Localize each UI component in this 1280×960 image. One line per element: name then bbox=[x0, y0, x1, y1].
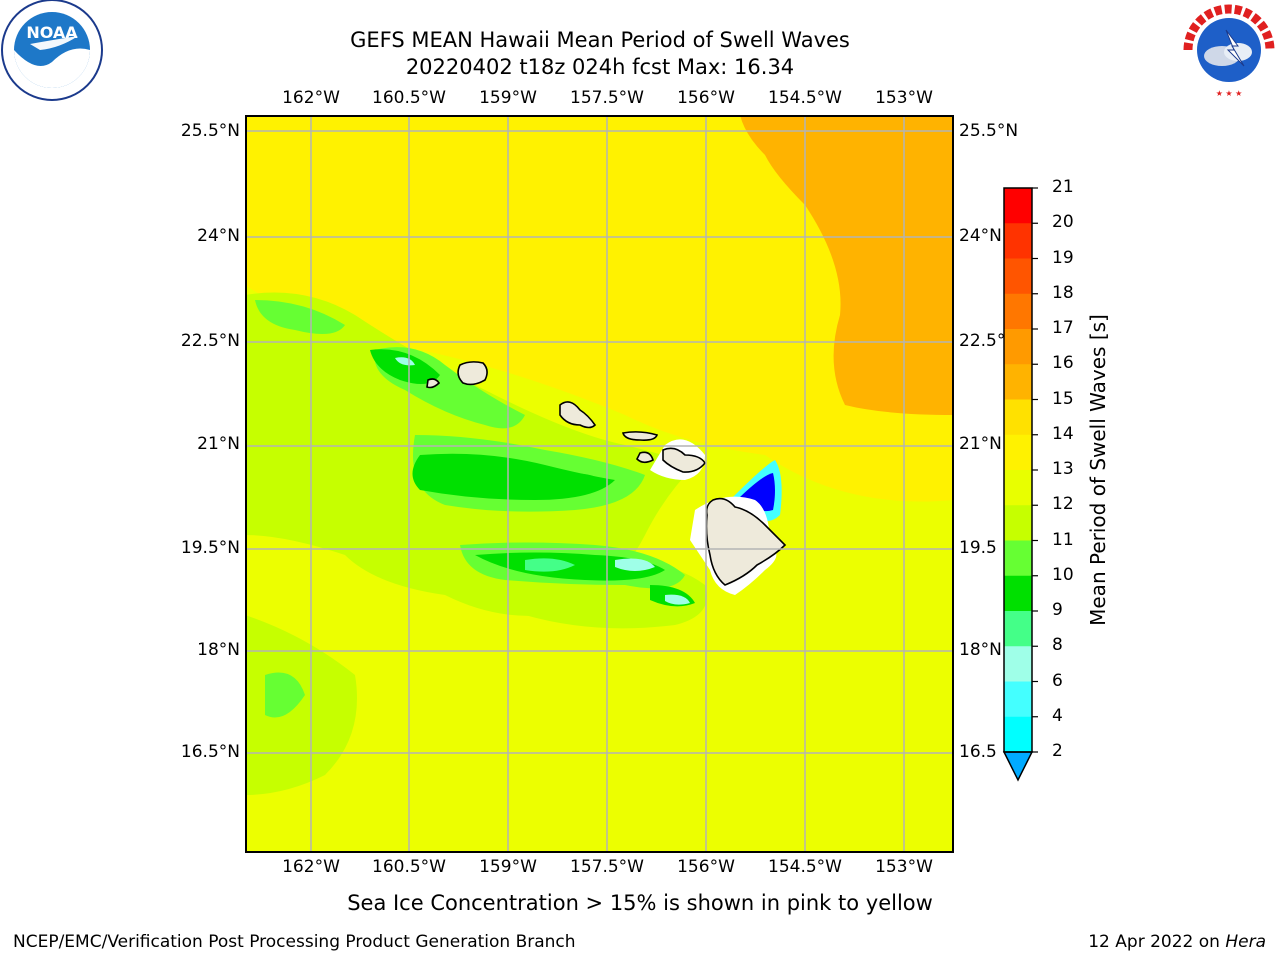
colorbar-level-label: 20 bbox=[1052, 212, 1074, 233]
lat-tick-right: 18°N bbox=[959, 640, 1002, 660]
colorbar-level-label: 14 bbox=[1052, 423, 1074, 444]
lat-tick-left: 22.5°N bbox=[180, 331, 240, 351]
credit-line: NCEP/EMC/Verification Post Processing Pr… bbox=[13, 932, 576, 952]
colorbar-bin bbox=[1004, 540, 1032, 577]
colorbar-bin bbox=[1004, 505, 1032, 541]
colorbar-bin bbox=[1004, 223, 1032, 259]
map-frame bbox=[245, 115, 954, 853]
colorbar-level-label: 17 bbox=[1052, 318, 1074, 338]
noaa-logo: NOAA bbox=[0, 0, 104, 104]
nws-logo: ★ ★ ★ bbox=[1178, 0, 1280, 100]
lon-tick-bottom: 154.5°W bbox=[768, 857, 842, 877]
colorbar-labels: 21 20 19 18 17 16 15 14 13 12 11 10 9 8 6 4 2 bbox=[1052, 0, 1092, 960]
lon-tick-bottom: 156°W bbox=[677, 857, 735, 877]
lat-tick-right: 24°N bbox=[959, 226, 1002, 246]
lon-tick-bottom: 162°W bbox=[282, 857, 340, 877]
colorbar-level-label: 4 bbox=[1052, 705, 1063, 726]
lon-tick-top: 154.5°W bbox=[768, 88, 842, 108]
lat-tick-left: 18°N bbox=[197, 640, 240, 660]
colorbar bbox=[1000, 186, 1100, 786]
island-maui bbox=[662, 447, 706, 473]
map-panel bbox=[245, 115, 954, 853]
chart-title: GEFS MEAN Hawaii Mean Period of Swell Wa… bbox=[350, 28, 850, 52]
colorbar-level-label: 2 bbox=[1052, 741, 1063, 761]
island-oahu bbox=[559, 401, 597, 429]
island-lanai bbox=[636, 451, 654, 464]
lat-tick-right: 21°N bbox=[959, 434, 1002, 454]
swell-field-15s bbox=[245, 115, 954, 502]
island-molokai bbox=[621, 431, 659, 441]
colorbar-bin bbox=[1004, 258, 1032, 295]
date-line: 12 Apr 2022 on Hera bbox=[1088, 932, 1266, 952]
svg-text:NOAA: NOAA bbox=[26, 23, 78, 42]
lat-tick-left: 16.5°N bbox=[180, 742, 240, 762]
colorbar-level-label: 15 bbox=[1052, 388, 1074, 409]
map-graticule bbox=[245, 115, 954, 853]
colorbar-bin bbox=[1004, 364, 1032, 400]
sea-ice-note: Sea Ice Concentration > 15% is shown in … bbox=[347, 891, 933, 915]
colorbar-bin bbox=[1004, 399, 1032, 436]
colorbar-bin bbox=[1004, 470, 1032, 506]
lat-tick-right: 19.5 bbox=[959, 538, 997, 558]
lat-tick-left: 21°N bbox=[197, 434, 240, 454]
colorbar-level-label: 6 bbox=[1052, 670, 1063, 691]
colorbar-bin bbox=[1004, 329, 1032, 365]
colorbar-bin bbox=[1004, 646, 1032, 682]
lat-tick-left: 24°N bbox=[197, 226, 240, 246]
colorbar-bin bbox=[1004, 434, 1032, 471]
colorbar-level-label: 9 bbox=[1052, 600, 1063, 620]
lat-tick-right: 16.5 bbox=[959, 742, 997, 762]
colorbar-graphic bbox=[1002, 187, 1038, 782]
colorbar-bin bbox=[1004, 681, 1032, 718]
lat-tick-right: 22.5° bbox=[959, 331, 1006, 351]
colorbar-bin bbox=[1004, 611, 1032, 647]
lat-tick-right: 25.5°N bbox=[959, 121, 1019, 141]
lat-tick-left: 19.5°N bbox=[180, 538, 240, 558]
lon-tick-top: 162°W bbox=[282, 88, 340, 108]
lon-tick-bottom: 159°W bbox=[479, 857, 537, 877]
lon-tick-top: 156°W bbox=[677, 88, 735, 108]
colorbar-bin bbox=[1004, 575, 1032, 612]
lon-tick-top: 157.5°W bbox=[570, 88, 644, 108]
lon-tick-top: 153°W bbox=[875, 88, 933, 108]
lon-tick-bottom: 153°W bbox=[875, 857, 933, 877]
colorbar-bin bbox=[1004, 716, 1032, 753]
lon-tick-top: 160.5°W bbox=[372, 88, 446, 108]
island-kauai bbox=[457, 361, 488, 386]
colorbar-bin bbox=[1004, 188, 1032, 224]
colorbar-level-label: 16 bbox=[1052, 353, 1074, 374]
island-niihau bbox=[426, 378, 441, 389]
colorbar-extend-arrow bbox=[1002, 751, 1034, 782]
colorbar-level-label: 13 bbox=[1052, 459, 1074, 479]
lat-tick-left: 25.5°N bbox=[180, 121, 240, 141]
colorbar-level-label: 19 bbox=[1052, 247, 1074, 268]
colorbar-title: Mean Period of Swell Waves [s] bbox=[1086, 314, 1110, 626]
colorbar-level-label: 12 bbox=[1052, 494, 1074, 515]
colorbar-level-label: 8 bbox=[1052, 635, 1063, 656]
colorbar-level-label: 18 bbox=[1052, 282, 1074, 303]
date-text: 12 Apr 2022 on bbox=[1088, 932, 1226, 952]
colorbar-level-label: 11 bbox=[1052, 529, 1074, 550]
colorbar-level-label: 10 bbox=[1052, 564, 1074, 585]
chart-subtitle: 20220402 t18z 024h fcst Max: 16.34 bbox=[405, 55, 795, 79]
colorbar-level-label: 21 bbox=[1052, 177, 1074, 197]
map-canvas bbox=[245, 115, 954, 853]
lon-tick-bottom: 157.5°W bbox=[570, 857, 644, 877]
swell-field-16s bbox=[740, 115, 954, 415]
lon-tick-top: 159°W bbox=[479, 88, 537, 108]
svg-text:★ ★ ★: ★ ★ ★ bbox=[1216, 89, 1243, 98]
machine-name: Hera bbox=[1225, 932, 1266, 952]
lon-tick-bottom: 160.5°W bbox=[372, 857, 446, 877]
colorbar-bin bbox=[1004, 293, 1032, 330]
